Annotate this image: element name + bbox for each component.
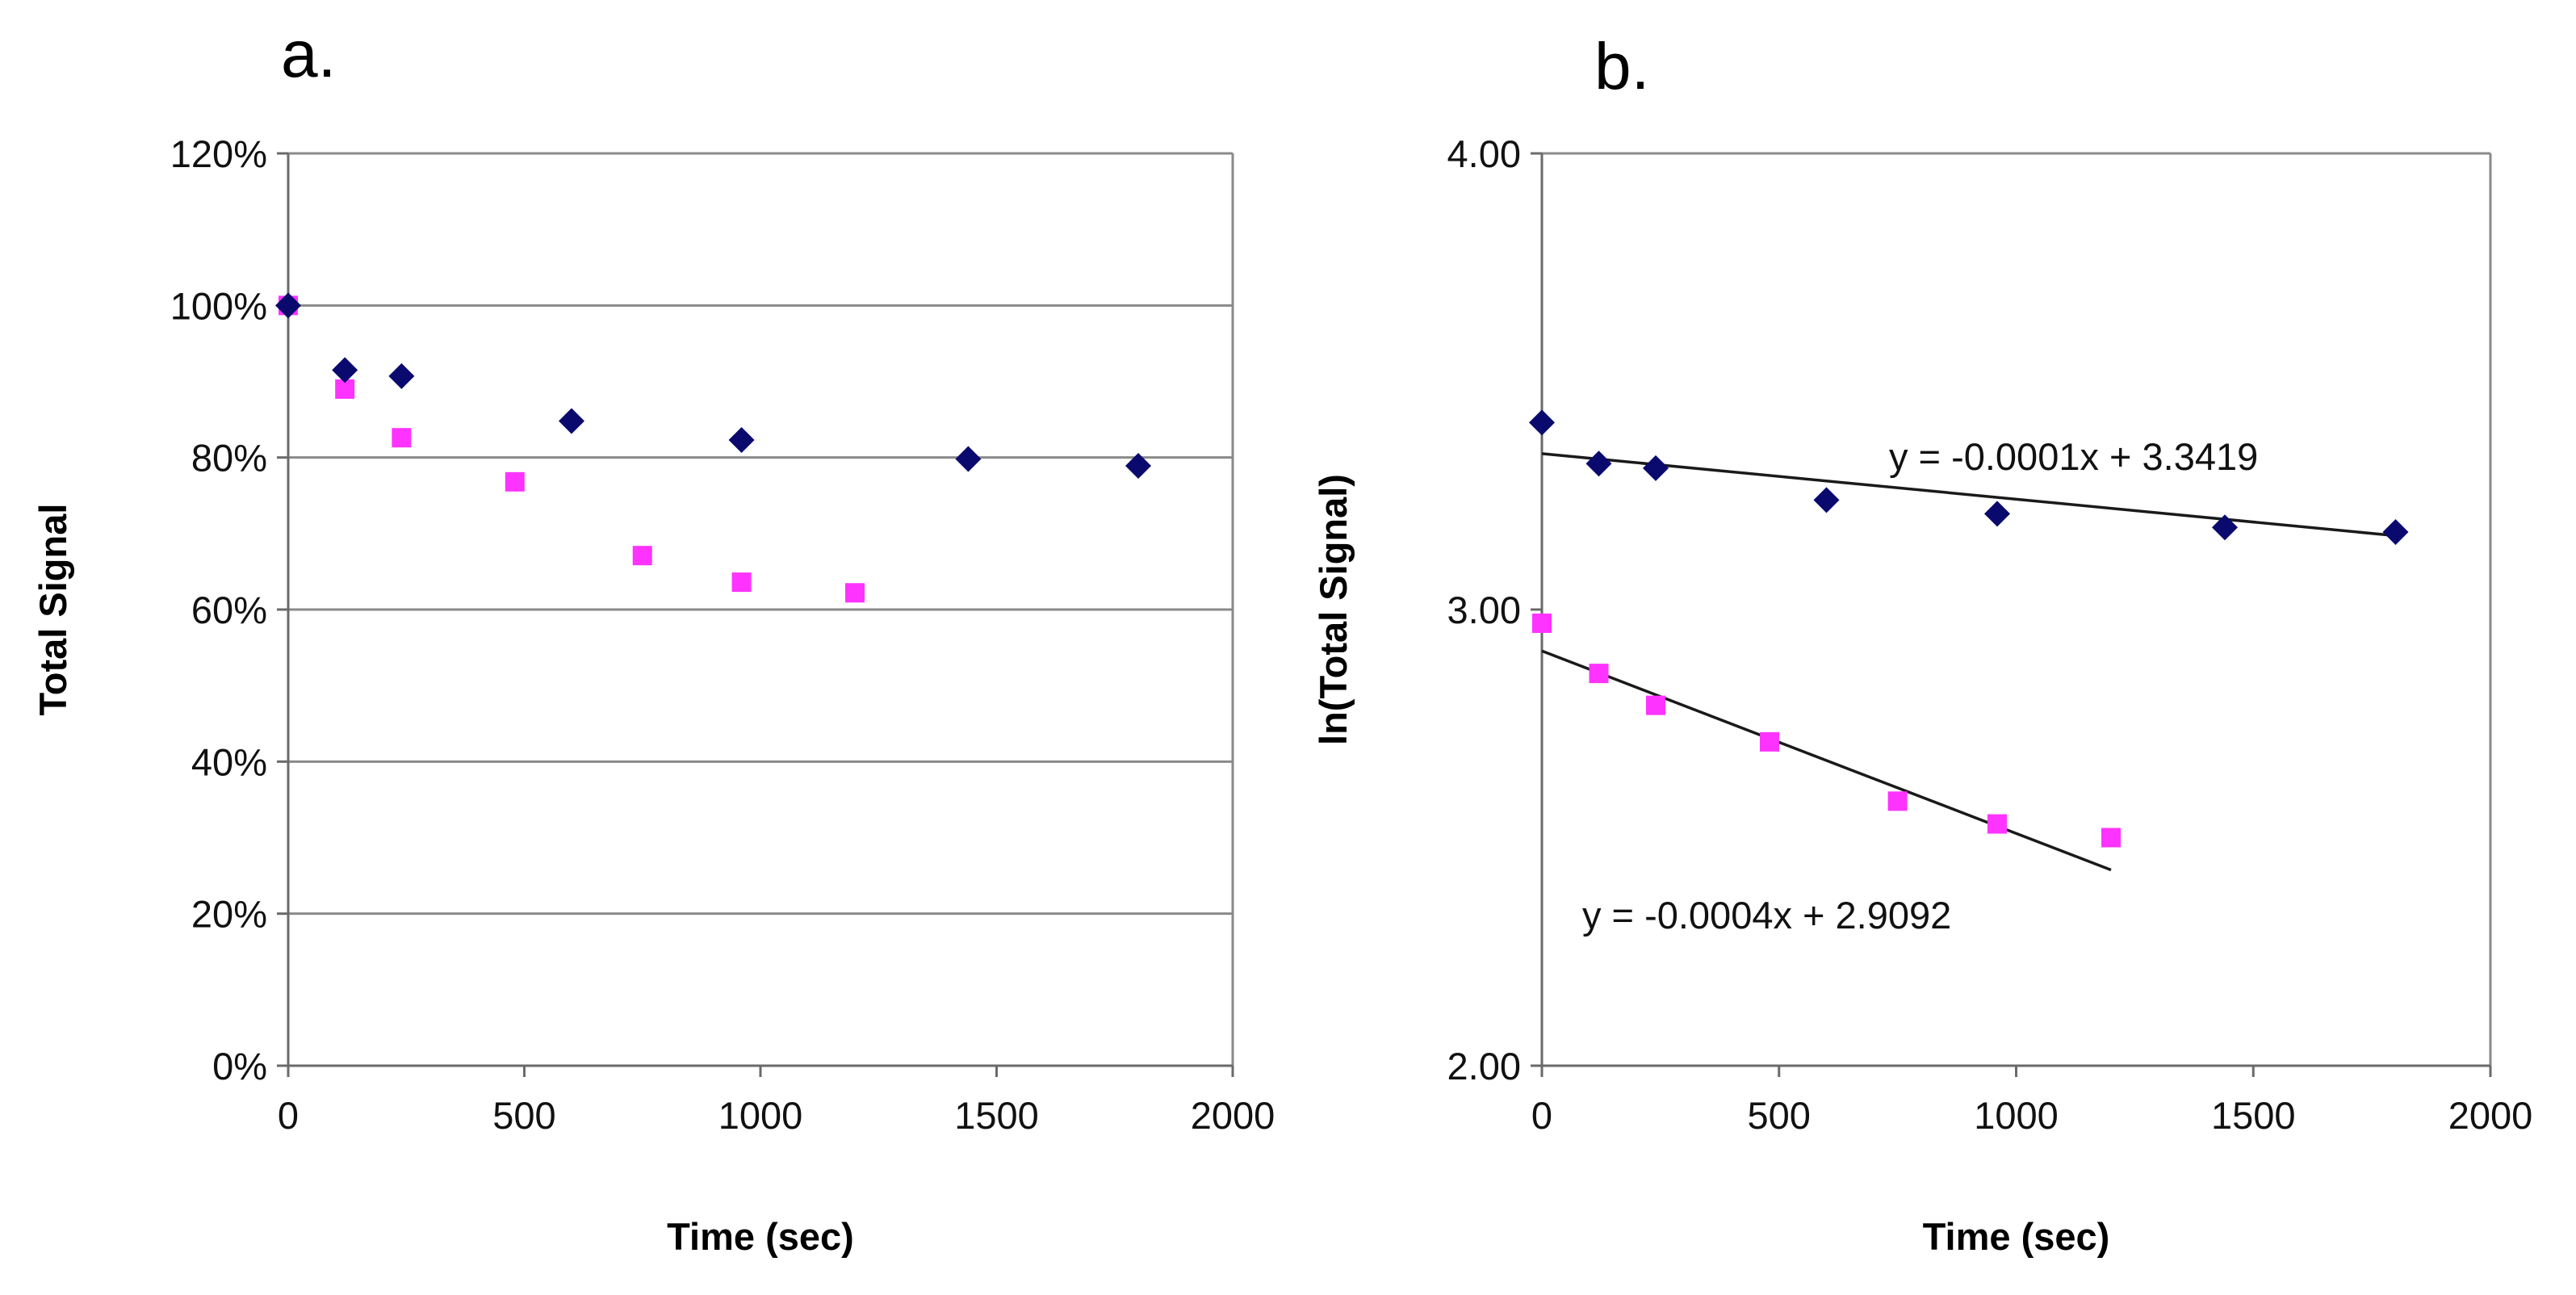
x-tick-label: 1000 (1974, 1094, 2059, 1137)
chart-panel-b: b. 2.00 3.00 4.00 0 500 1000 1500 2000 Time (sec)… (1312, 30, 2532, 1258)
panel-label: b. (1594, 30, 1649, 103)
y-tick-label: 120% (170, 132, 267, 175)
trendline-equation-magenta: y = -0.0004x + 2.9092 (1582, 894, 1951, 937)
data-point-blue (332, 357, 358, 383)
y-tick-label: 2.00 (1447, 1045, 1521, 1088)
data-point-magenta (2101, 828, 2121, 848)
data-point-magenta (1987, 814, 2007, 834)
y-tick-label: 4.00 (1447, 132, 1521, 175)
data-point-blue (559, 408, 584, 434)
data-point-blue (1643, 455, 1669, 481)
data-point-blue (1585, 451, 1612, 477)
data-point-magenta (1532, 613, 1552, 633)
x-tick-label: 500 (492, 1094, 555, 1137)
y-tick-label: 80% (191, 437, 267, 480)
x-tick-label: 1000 (718, 1094, 803, 1137)
data-point-magenta (1760, 731, 1779, 752)
chart-panel-a: a. 0% 20% 40% 60% 80% 100% 120% 0 500 1000 1500 2000… (31, 18, 1275, 1258)
x-tick-label: 1500 (954, 1094, 1039, 1137)
data-point-magenta (1646, 695, 1665, 715)
data-point-magenta (632, 546, 652, 566)
trendline-magenta (1541, 649, 2112, 872)
y-tick-label: 20% (191, 893, 267, 936)
data-point-blue (2212, 514, 2238, 541)
y-tick-label: 100% (170, 284, 267, 327)
data-point-blue (728, 427, 755, 454)
data-point-blue (1125, 453, 1151, 480)
x-tick-label: 500 (1748, 1094, 1811, 1137)
x-tick-label: 2000 (1191, 1094, 1275, 1137)
trendline-blue (1541, 452, 2396, 538)
y-axis-title: Total Signal (31, 504, 74, 716)
data-point-blue (1813, 487, 1840, 513)
y-tick-label: 0% (212, 1045, 267, 1088)
x-tick-label: 1500 (2211, 1094, 2296, 1137)
x-tick-label: 0 (1531, 1094, 1552, 1137)
data-point-magenta (731, 572, 752, 593)
x-axis-title: Time (sec) (667, 1215, 854, 1258)
data-point-blue (955, 446, 982, 472)
data-point-blue (1984, 501, 2010, 527)
trendline-equation-blue: y = -0.0001x + 3.3419 (1889, 435, 2258, 478)
y-tick-label: 3.00 (1447, 589, 1521, 631)
y-tick-label: 60% (191, 589, 267, 631)
data-point-magenta (505, 471, 525, 492)
data-point-magenta (392, 428, 412, 448)
data-point-blue (2382, 518, 2409, 545)
x-tick-label: 0 (278, 1094, 299, 1137)
panel-label: a. (281, 18, 336, 91)
data-point-blue (388, 363, 415, 389)
y-tick-label: 40% (191, 740, 267, 783)
data-point-magenta (1887, 791, 1908, 811)
x-axis-title: Time (sec) (1923, 1215, 2110, 1258)
data-point-blue (1529, 409, 1555, 436)
data-point-magenta (845, 583, 865, 603)
data-point-blue (275, 292, 301, 319)
x-tick-label: 2000 (2448, 1094, 2533, 1137)
y-axis-title: ln(Total Signal) (1312, 474, 1355, 745)
data-point-magenta (1589, 664, 1609, 684)
